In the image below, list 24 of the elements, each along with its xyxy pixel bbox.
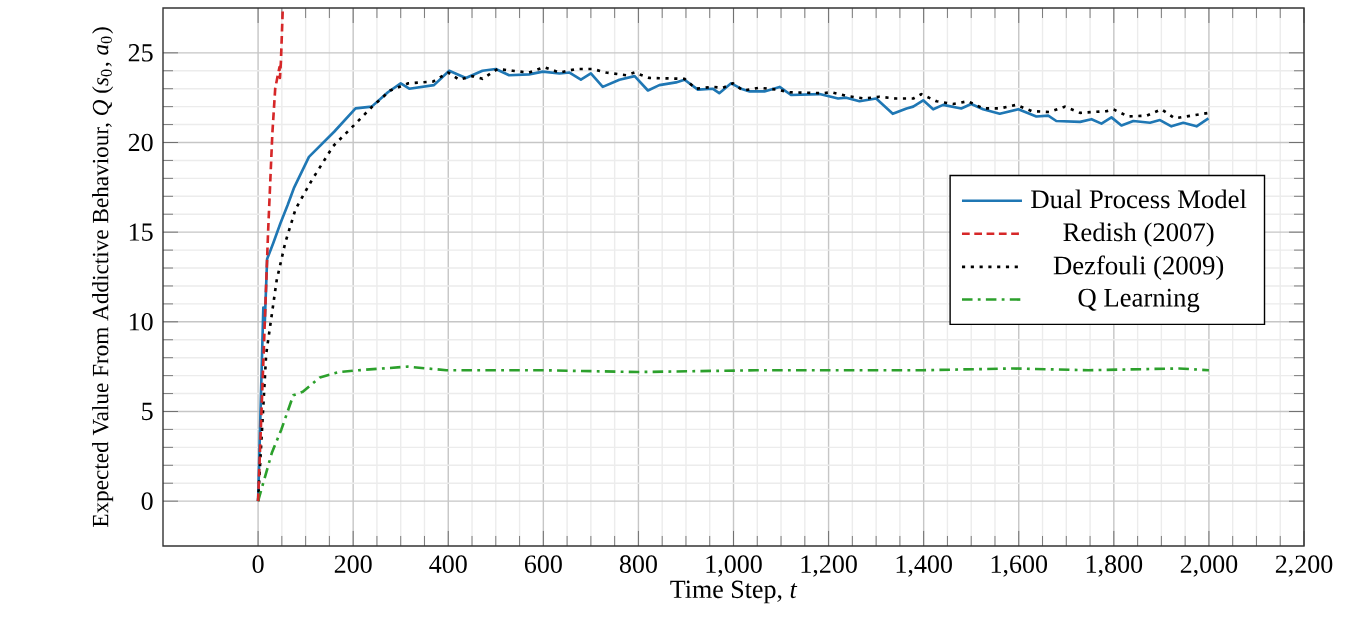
y-tick-label: 25 [128,44,153,62]
legend-label: Redish (2007) [1063,222,1214,247]
x-tick-label: 2,000 [1180,555,1238,577]
x-tick-label: 1,600 [991,555,1048,577]
legend-label: Dezfouli (2009) [1053,255,1224,280]
x-tick-label: 2,200 [1275,555,1333,577]
x-tick-label: 1,400 [896,555,952,577]
x-tick-label: 800 [619,555,657,573]
y-tick-label: 10 [129,313,153,331]
x-tick-label: 400 [429,555,467,573]
x-axis-title: Time Step, t [670,580,798,604]
y-tick-label: 5 [142,402,153,421]
x-tick-label: 200 [334,555,372,573]
y-tick-label: 15 [129,223,153,241]
x-tick-label: 600 [524,555,562,573]
y-tick-label: 20 [128,133,153,152]
x-tick-label: 1,200 [801,555,857,577]
x-tick-label: 1,000 [706,555,762,577]
text: Expected Value From Addictive Behaviour, Q (s$_{0}$, a$_{0}$) [92,27,114,527]
legend-label: Dual Process Model [1031,189,1247,209]
x-tick-label: 0 [252,555,264,573]
legend-label: Q Learning [1078,288,1200,313]
y-tick-label: 0 [141,492,153,510]
x-tick-label: 1,800 [1086,555,1143,577]
